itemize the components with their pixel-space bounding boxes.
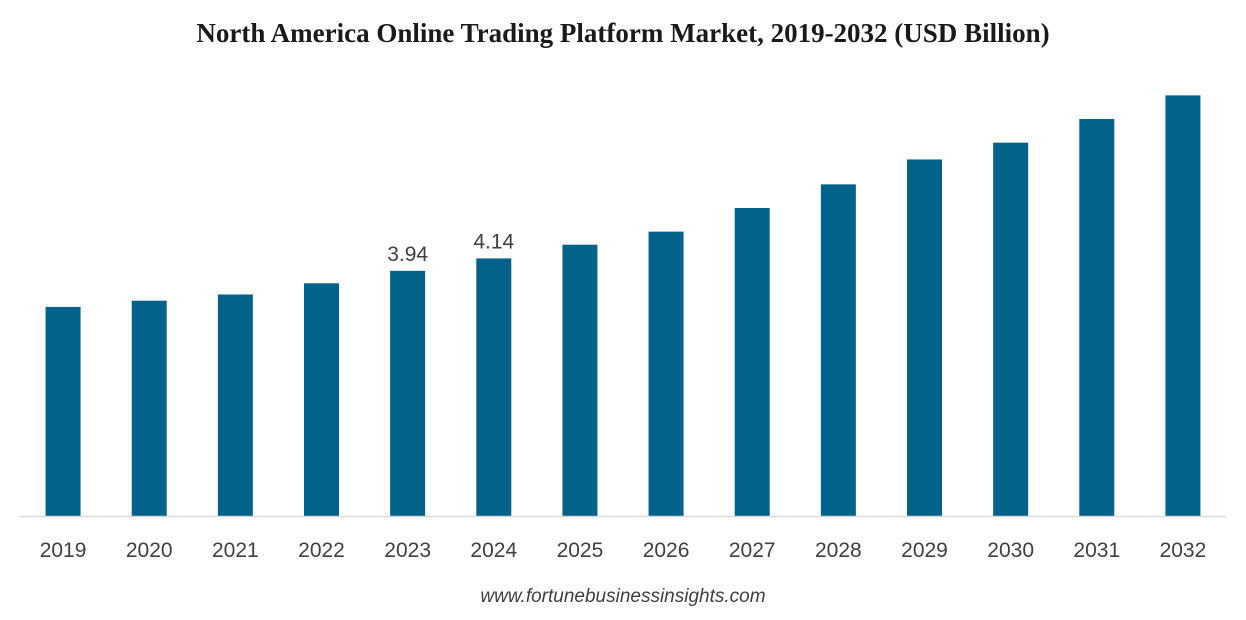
- data-labels: 3.94 4.14: [387, 230, 514, 265]
- x-tick-label-2023: 2023: [384, 539, 431, 562]
- x-tick-label-2020: 2020: [126, 539, 173, 562]
- x-tick-label-2019: 2019: [40, 539, 87, 562]
- x-tick-label-2021: 2021: [212, 539, 259, 562]
- x-tick-label-2027: 2027: [729, 539, 776, 562]
- x-tick-label-2026: 2026: [643, 539, 690, 562]
- x-tick-label-2028: 2028: [815, 539, 862, 562]
- bars-group: [45, 95, 1201, 517]
- bar-2032: [1165, 95, 1201, 516]
- x-tick-label-2030: 2030: [987, 539, 1034, 562]
- data-label-2024: 4.14: [473, 230, 514, 253]
- bar-2025: [562, 244, 598, 516]
- x-tick-label-2029: 2029: [901, 539, 948, 562]
- bar-2024: [476, 258, 512, 516]
- x-tick-label-2025: 2025: [557, 539, 604, 562]
- x-tick-label-2022: 2022: [298, 539, 345, 562]
- bar-2020: [131, 300, 167, 516]
- bar-2028: [820, 184, 856, 516]
- bar-2026: [648, 231, 684, 516]
- bar-2022: [304, 283, 339, 516]
- bar-2027: [734, 208, 770, 516]
- x-tick-label-2024: 2024: [470, 539, 517, 562]
- bar-2029: [907, 159, 942, 516]
- x-tick-label-2031: 2031: [1073, 539, 1120, 562]
- data-label-2023: 3.94: [387, 243, 428, 266]
- bar-2021: [217, 294, 253, 516]
- bar-chart: 2019 2020 2021 2022 2023 2024 2025 2026 2027 2028…: [20, 95, 1226, 562]
- bar-2023: [390, 270, 426, 516]
- bar-2030: [993, 142, 1029, 516]
- bar-2031: [1079, 119, 1115, 517]
- bar-2019: [45, 306, 81, 516]
- source-credit: www.fortunebusinessinsights.com: [480, 586, 766, 607]
- x-tick-label-2032: 2032: [1160, 539, 1207, 562]
- chart-title: North America Online Trading Platform Ma…: [196, 18, 1050, 48]
- x-tick-labels: 2019 2020 2021 2022 2023 2024 2025 2026 2027 2028…: [40, 539, 1207, 562]
